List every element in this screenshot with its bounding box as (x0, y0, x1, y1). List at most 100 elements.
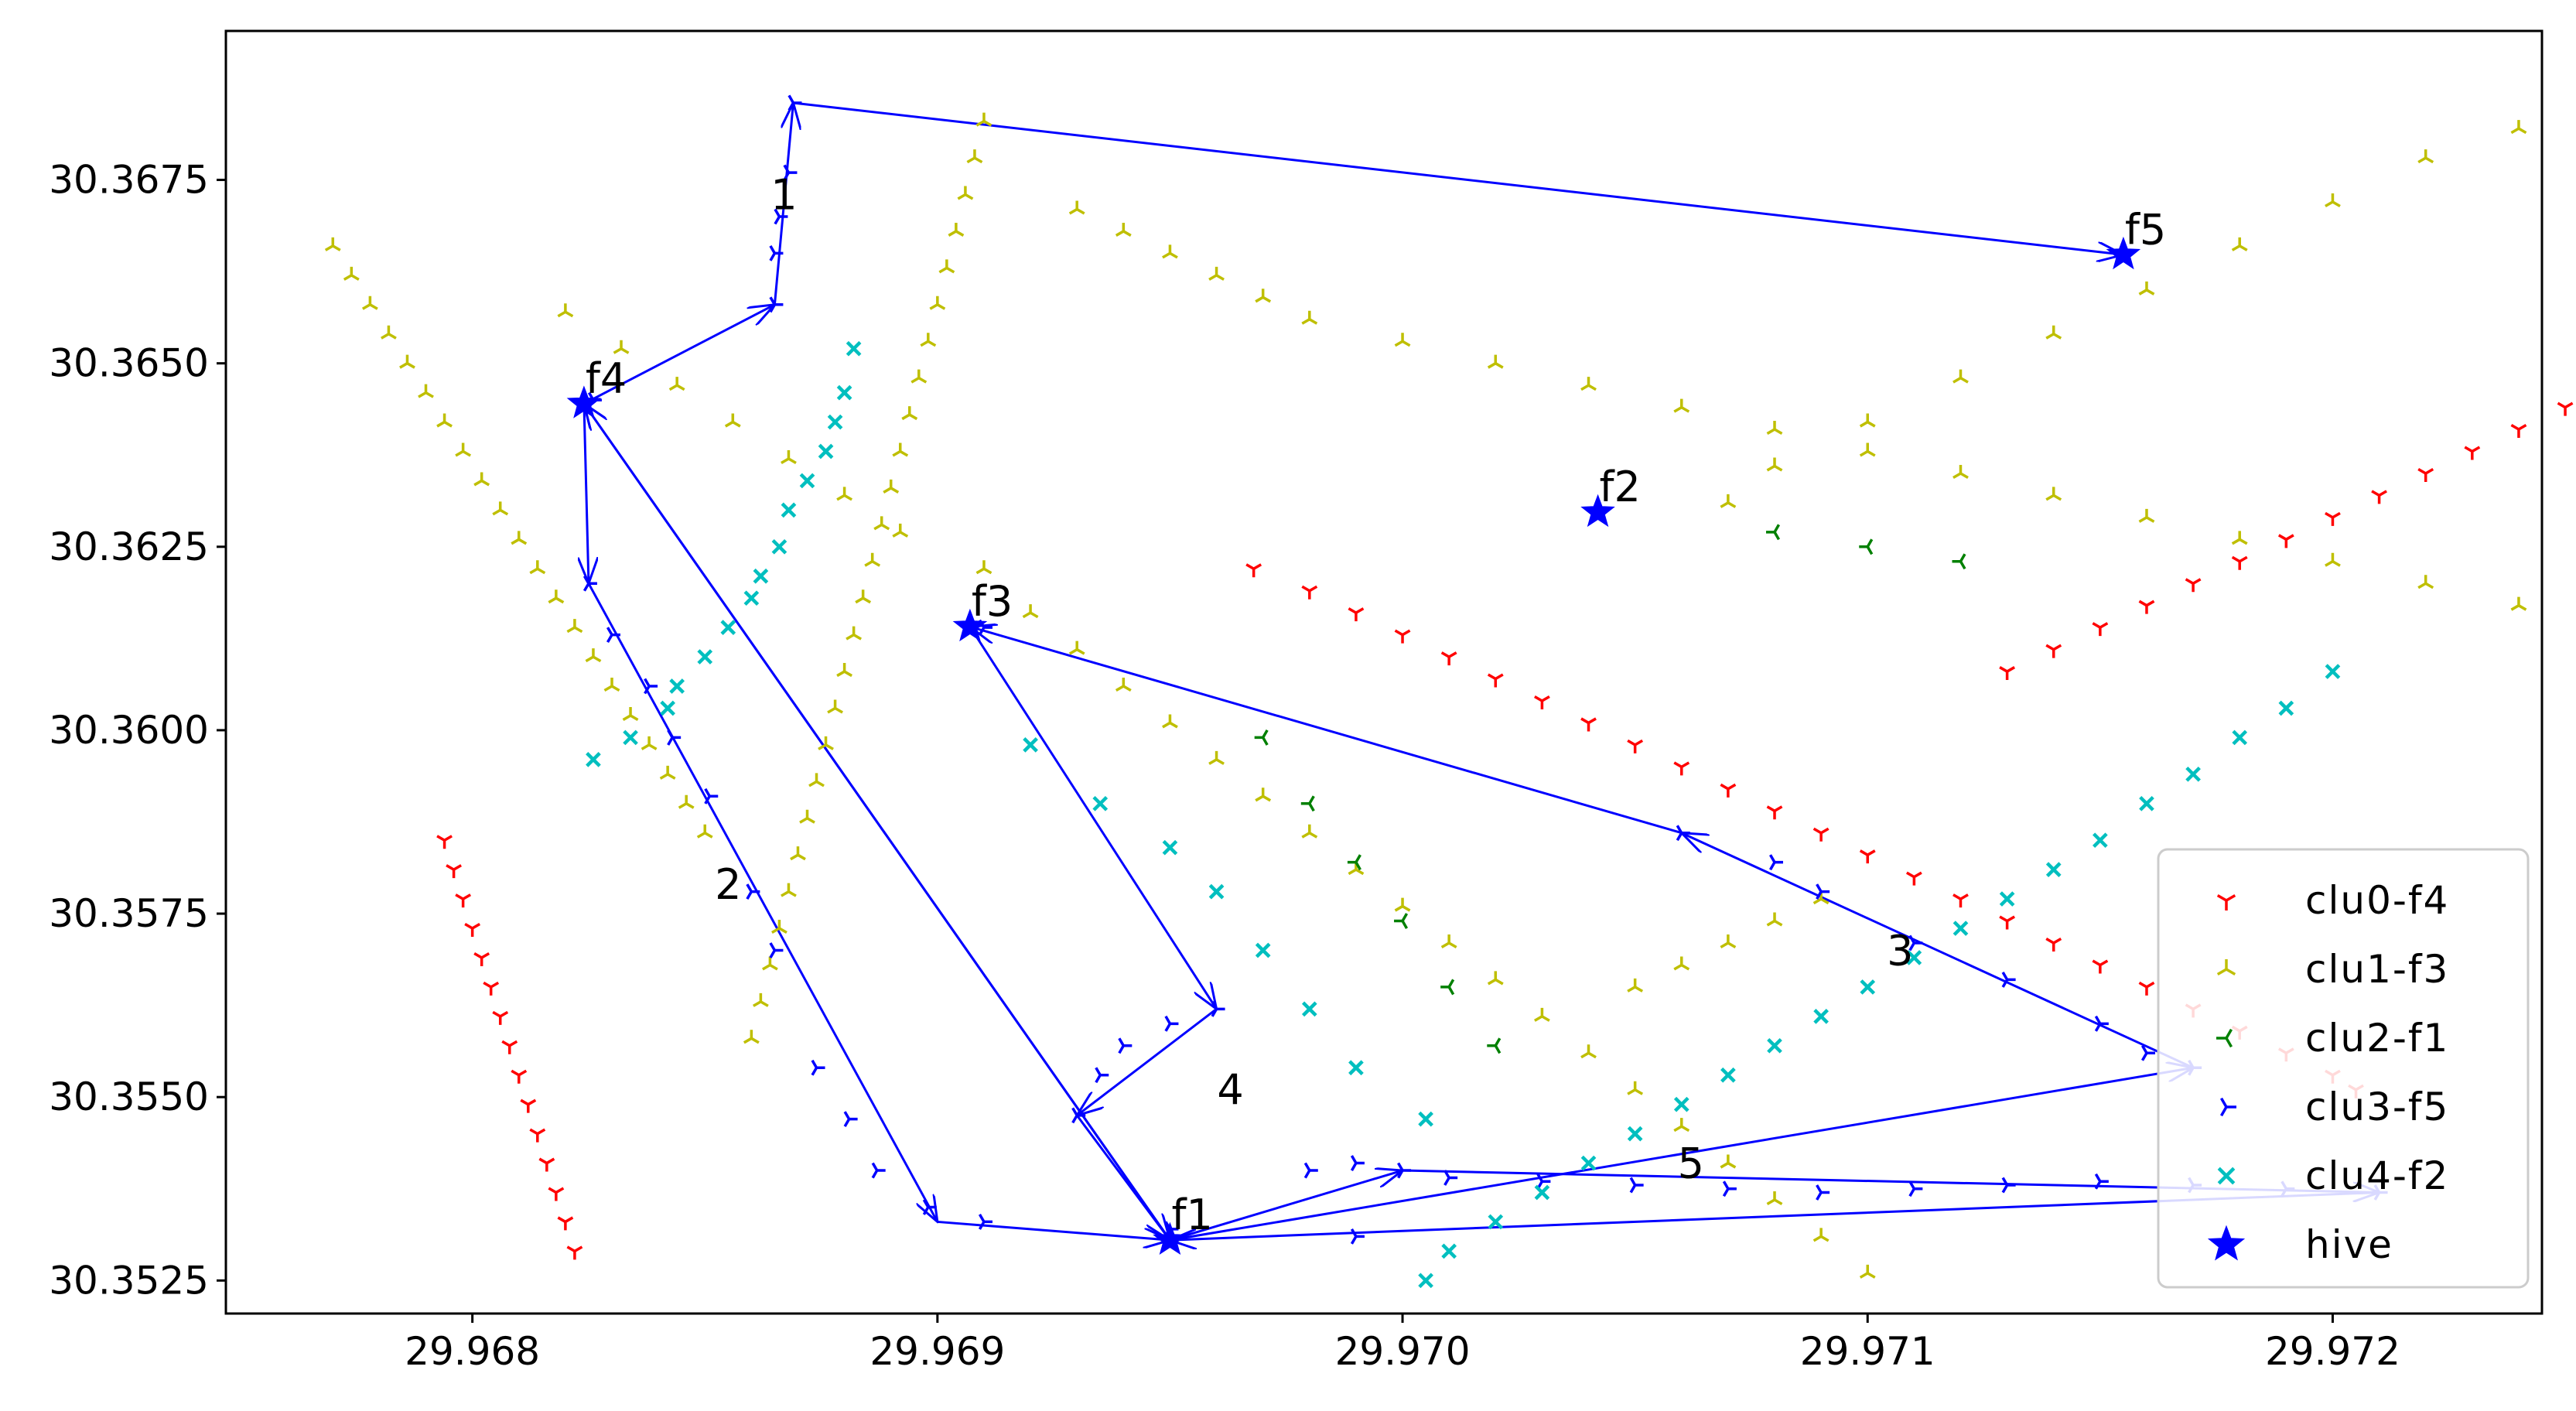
point-clu1-f3 (1068, 200, 1085, 215)
point-clu2-f1 (1952, 553, 1966, 570)
point-clu1-f3 (743, 1030, 760, 1044)
point-clu1-f3 (473, 472, 490, 487)
point-clu1-f3 (771, 920, 787, 934)
point-clu1-f3 (511, 531, 528, 545)
point-clu3-f5 (1303, 1162, 1318, 1179)
point-clu0-f4 (1627, 739, 1644, 753)
point-clu4-f2 (799, 473, 815, 489)
point-clu3-f5 (769, 942, 784, 958)
point-clu3-f5 (1211, 1000, 1225, 1017)
point-clu1-f3 (846, 626, 863, 641)
point-clu0-f4 (511, 1069, 528, 1084)
point-clu1-f3 (966, 149, 983, 164)
point-clu4-f2 (2139, 795, 2154, 811)
point-clu1-f3 (1580, 377, 1597, 391)
y-axis: 30.3525 30.3550 30.3575 30.3600 30.3625 30.36… (49, 158, 226, 1303)
hive-star (1153, 1221, 1187, 1256)
hive-star (1580, 494, 1615, 528)
x-tick-label: 29.968 (405, 1329, 540, 1374)
point-clu1-f3 (883, 479, 900, 494)
route-segment (1077, 1008, 1218, 1115)
point-clu4-f2 (1813, 1009, 1829, 1024)
point-clu1-f3 (1301, 310, 1318, 325)
point-clu0-f4 (1301, 585, 1318, 600)
point-clu1-f3 (1766, 457, 1783, 472)
point-clu4-f2 (1208, 883, 1225, 900)
route-segment (584, 404, 1171, 1242)
point-clu0-f4 (1245, 563, 1262, 578)
point-clu1-f3 (808, 773, 825, 787)
point-clu1-f3 (1673, 1118, 1690, 1133)
point-clu1-f3 (2510, 120, 2527, 135)
y-tick-label: 30.3525 (49, 1258, 209, 1303)
point-clu0-f4 (1766, 805, 1783, 820)
point-clu1-f3 (324, 237, 341, 251)
point-clu2-f1 (1859, 538, 1874, 555)
point-clu1-f3 (622, 706, 639, 721)
point-clu3-f5 (583, 575, 597, 592)
point-clu4-f2 (1488, 1214, 1504, 1230)
point-clu1-f3 (724, 413, 741, 428)
point-clu0-f4 (2510, 424, 2527, 439)
legend-label: hive (2305, 1222, 2393, 1267)
point-clu4-f2 (1418, 1273, 1433, 1289)
point-clu1-f3 (2510, 596, 2527, 611)
point-clu3-f5 (746, 883, 760, 900)
point-clu3-f5 (922, 1199, 937, 1215)
point-clu0-f4 (1673, 761, 1690, 776)
point-clu1-f3 (2045, 325, 2062, 340)
point-clu0-f4 (2325, 511, 2341, 526)
point-clu4-f2 (1627, 1126, 1643, 1142)
legend-box (2157, 848, 2530, 1289)
route-segment (583, 305, 774, 405)
point-clu4-f2 (846, 340, 862, 357)
point-clu0-f4 (520, 1098, 537, 1113)
legend-label: clu0-f4 (2305, 878, 2449, 923)
point-clu3-f5 (769, 244, 784, 261)
point-clu3-f5 (1095, 1067, 1109, 1084)
point-clu4-f2 (720, 620, 736, 635)
point-clu0-f4 (1859, 849, 1876, 864)
y-tick-label: 30.3575 (49, 891, 209, 936)
point-clu1-f3 (790, 846, 806, 861)
point-clu0-f4 (2557, 401, 2574, 416)
point-clu0-f4 (473, 951, 490, 966)
x-axis: 29.968 29.969 29.970 29.971 29.972 (405, 1314, 2400, 1374)
point-clu1-f3 (2231, 531, 2248, 545)
route-segment (793, 101, 2123, 255)
hive-star (2106, 236, 2141, 270)
point-clu1-f3 (1720, 494, 1737, 508)
point-clu4-f2 (1720, 1067, 1736, 1083)
point-clu1-f3 (2325, 552, 2341, 567)
point-clu1-f3 (2138, 281, 2155, 296)
route-segment (1076, 1115, 1170, 1240)
point-clu2-f1 (1347, 854, 1361, 871)
point-clu0-f4 (2185, 578, 2202, 593)
route-number: 2 (715, 860, 741, 909)
point-clu0-f4 (501, 1040, 518, 1054)
hive-label: f4 (586, 354, 627, 403)
routes (584, 103, 2380, 1240)
point-clu1-f3 (975, 560, 992, 575)
point-clu4-f2 (2093, 832, 2108, 849)
point-clu3-f5 (1397, 1162, 1412, 1179)
point-clu2-f1 (1254, 729, 1269, 746)
point-clu0-f4 (446, 864, 462, 879)
point-clu1-f3 (1115, 222, 1132, 237)
point-clu1-f3 (938, 259, 955, 274)
point-clu0-f4 (455, 893, 472, 908)
point-clu1-f3 (1162, 244, 1178, 259)
point-clu3-f5 (1118, 1037, 1133, 1054)
point-clu3-f5 (1350, 1155, 1365, 1171)
point-clu1-f3 (1673, 956, 1690, 971)
point-clu1-f3 (1720, 1154, 1737, 1169)
point-clu0-f4 (1348, 607, 1365, 622)
point-clu3-f5 (644, 678, 658, 695)
point-clu3-f5 (1629, 1177, 1644, 1194)
route-segment (773, 103, 793, 305)
point-clu1-f3 (975, 112, 992, 127)
point-clu1-f3 (818, 736, 834, 750)
annotations: 1 2 3 4 5 (715, 170, 1913, 1187)
point-clu0-f4 (557, 1216, 574, 1231)
point-clu1-f3 (696, 824, 713, 839)
